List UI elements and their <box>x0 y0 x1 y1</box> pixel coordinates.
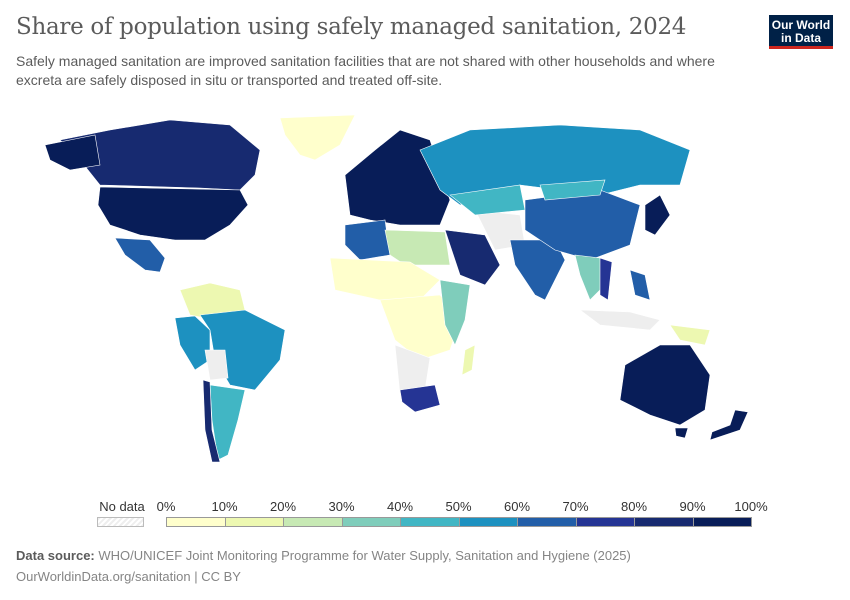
region-alaska[interactable] <box>44 134 101 171</box>
region-madagascar[interactable] <box>461 344 476 376</box>
legend-tick-label: 30% <box>328 499 355 514</box>
legend-tick-label: 80% <box>620 499 648 514</box>
legend-bin-swatch[interactable] <box>166 517 226 527</box>
legend-bin-swatch[interactable] <box>575 517 635 527</box>
legend-tick-label: 90% <box>679 499 706 514</box>
legend-bin-swatch[interactable] <box>458 517 518 527</box>
region-new-zealand[interactable] <box>709 409 749 441</box>
legend-bin-swatch[interactable] <box>400 517 460 527</box>
region-southeast-asia[interactable] <box>574 254 606 301</box>
footer-source: Data source: WHO/UNICEF Joint Monitoring… <box>16 548 631 563</box>
region-japan[interactable] <box>644 194 671 236</box>
legend-no-data-label: No data <box>99 499 145 514</box>
legend-bin-swatch[interactable] <box>283 517 343 527</box>
legend-bin-swatch[interactable] <box>224 517 284 527</box>
region-tasmania[interactable] <box>674 427 689 439</box>
chart-subtitle: Safely managed sanitation are improved s… <box>16 53 715 88</box>
region-central-africa[interactable] <box>379 294 461 361</box>
legend-tick-label: 40% <box>386 499 414 514</box>
legend-tick-label: 0% <box>156 499 176 514</box>
region-mongolia[interactable] <box>539 179 606 201</box>
legend-tick-label: 20% <box>269 499 297 514</box>
region-canada[interactable] <box>59 119 261 191</box>
legend-tick-label: 60% <box>503 499 531 514</box>
region-argentina[interactable] <box>209 384 246 461</box>
legend-tick-label: 100% <box>734 499 768 514</box>
source-label: Data source: <box>16 548 95 563</box>
legend-tick-label: 10% <box>211 499 238 514</box>
region-vietnam[interactable] <box>599 257 613 301</box>
region-russia[interactable] <box>419 124 691 206</box>
region-greenland[interactable] <box>279 114 356 161</box>
region-peru-ecuador[interactable] <box>174 315 211 371</box>
region-usa[interactable] <box>97 186 249 241</box>
legend-no-data-swatch <box>97 517 144 527</box>
region-libya-egypt[interactable] <box>384 229 451 266</box>
region-australia[interactable] <box>619 344 711 426</box>
legend-tick-label: 70% <box>562 499 589 514</box>
footer-url-license[interactable]: OurWorldinData.org/sanitation | CC BY <box>16 569 241 584</box>
region-philippines[interactable] <box>629 269 651 301</box>
legend-bin-swatch[interactable] <box>341 517 401 527</box>
legend-bin-swatch[interactable] <box>634 517 694 527</box>
owid-logo[interactable]: Our World in Data <box>769 15 833 49</box>
legend-bin-swatch[interactable] <box>692 517 752 527</box>
region-png[interactable] <box>669 324 711 346</box>
region-indonesia[interactable] <box>579 309 661 331</box>
logo-line-2: in Data <box>780 31 821 45</box>
world-map[interactable] <box>0 100 850 480</box>
region-north-africa[interactable] <box>344 219 391 261</box>
region-chile[interactable] <box>202 379 221 463</box>
chart-title: Share of population using safely managed… <box>16 14 687 40</box>
region-middle-east[interactable] <box>444 229 501 286</box>
legend-bin-swatch[interactable] <box>517 517 577 527</box>
source-text[interactable]: WHO/UNICEF Joint Monitoring Programme fo… <box>98 548 631 563</box>
region-east-africa[interactable] <box>439 279 471 346</box>
logo-line-1: Our World <box>771 18 831 32</box>
region-south-africa[interactable] <box>399 384 441 413</box>
region-mexico[interactable] <box>114 237 166 273</box>
legend-tick-label: 50% <box>445 499 472 514</box>
region-bolivia[interactable] <box>204 349 229 381</box>
region-china[interactable] <box>524 189 641 261</box>
